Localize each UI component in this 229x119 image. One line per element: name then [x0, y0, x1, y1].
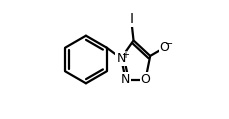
- Text: O: O: [160, 41, 169, 54]
- Text: I: I: [129, 12, 133, 26]
- Text: N: N: [116, 52, 126, 65]
- Text: O: O: [141, 73, 150, 86]
- Text: +: +: [121, 50, 129, 60]
- Text: N: N: [121, 73, 131, 86]
- Text: −: −: [165, 39, 173, 49]
